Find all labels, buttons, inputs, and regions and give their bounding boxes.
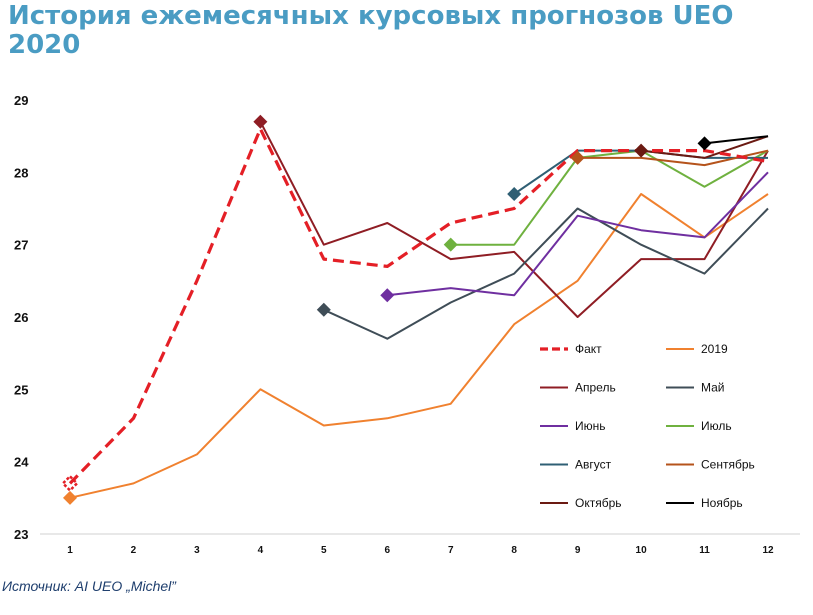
series-marker-3: [253, 114, 268, 129]
series-marker-8: [570, 150, 585, 165]
series-marker-2: [63, 490, 77, 505]
y-tick-label: 24: [14, 455, 29, 470]
x-tick-label: 4: [258, 545, 264, 556]
x-tick-label: 8: [511, 545, 517, 556]
series-line-3: [259, 121, 769, 318]
x-tick-label: 6: [384, 545, 390, 556]
legend-label-4: Май: [701, 381, 725, 395]
series-line-6: [450, 149, 769, 246]
series-marker-6: [443, 237, 458, 252]
x-tick-label: 2: [131, 545, 137, 556]
legend-label-8: Сентябрь: [701, 458, 755, 472]
x-tick-label: 1: [67, 545, 73, 556]
legend-label-2: 2019: [701, 342, 728, 356]
x-tick-label: 11: [699, 545, 710, 556]
y-tick-label: 27: [14, 238, 28, 253]
legend-label-10: Ноябрь: [701, 496, 743, 510]
legend-label-7: Август: [575, 458, 612, 472]
y-tick-label: 23: [14, 527, 28, 542]
y-tick-label: 28: [14, 165, 28, 180]
series-marker-10: [697, 136, 712, 151]
legend-label-3: Апрель: [575, 381, 616, 395]
x-tick-label: 3: [194, 545, 200, 556]
y-tick-label: 25: [14, 382, 28, 397]
series-line-8: [577, 149, 769, 167]
chart-title: История ежемесячных курсовых прогнозов U…: [8, 1, 734, 60]
series-marker-5: [380, 288, 395, 303]
source-note: Источник: AI UEO „Michel”: [2, 578, 176, 594]
series-line-10: [704, 135, 769, 145]
legend-label-9: Октябрь: [575, 496, 622, 510]
x-tick-label: 12: [762, 545, 774, 556]
legend: Факт 2019 Апрель Май Июнь Июль Август Сентябрь О…: [540, 342, 755, 510]
x-tick-label: 10: [636, 545, 648, 556]
series-marker-1: [61, 474, 79, 493]
x-tick-label: 9: [575, 545, 581, 556]
series-line-9: [640, 135, 769, 159]
y-tick-label: 29: [14, 93, 28, 108]
y-tick-label: 26: [14, 310, 28, 325]
series-line-5: [387, 171, 769, 297]
series-line-2: [69, 193, 769, 499]
series-line-1: [68, 127, 769, 485]
series-marker-7: [507, 187, 522, 202]
x-tick-label: 5: [321, 545, 327, 556]
series-lines: [68, 121, 769, 499]
series-line-4: [323, 207, 769, 340]
series-marker-4: [316, 302, 331, 317]
legend-label-1: Факт: [575, 342, 602, 356]
series-markers: [61, 114, 712, 505]
legend-label-5: Июнь: [575, 419, 606, 433]
legend-label-6: Июль: [701, 419, 732, 433]
series-marker-9: [634, 143, 649, 158]
x-tick-label: 7: [448, 545, 454, 556]
